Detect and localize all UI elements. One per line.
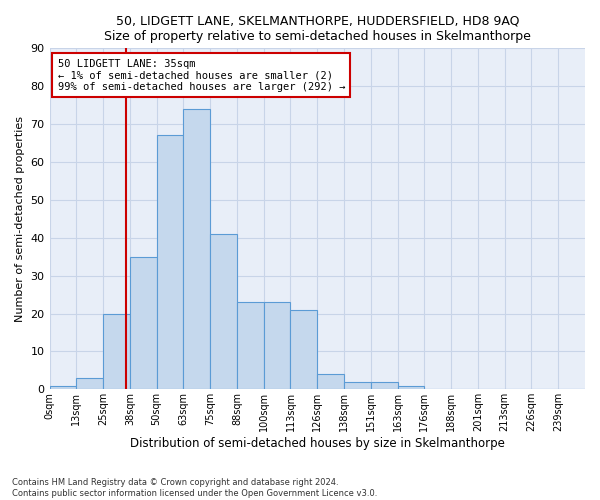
Bar: [237, 302, 264, 390]
Text: Contains HM Land Registry data © Crown copyright and database right 2024.
Contai: Contains HM Land Registry data © Crown c…: [12, 478, 377, 498]
Bar: [130, 256, 157, 390]
Bar: [371, 382, 398, 390]
Bar: [317, 374, 344, 390]
Bar: [103, 314, 130, 390]
Bar: [76, 378, 103, 390]
Bar: [184, 109, 210, 390]
Bar: [398, 386, 424, 390]
Bar: [344, 382, 371, 390]
Y-axis label: Number of semi-detached properties: Number of semi-detached properties: [15, 116, 25, 322]
Bar: [290, 310, 317, 390]
Title: 50, LIDGETT LANE, SKELMANTHORPE, HUDDERSFIELD, HD8 9AQ
Size of property relative: 50, LIDGETT LANE, SKELMANTHORPE, HUDDERS…: [104, 15, 531, 43]
Bar: [157, 136, 184, 390]
Bar: [50, 386, 76, 390]
X-axis label: Distribution of semi-detached houses by size in Skelmanthorpe: Distribution of semi-detached houses by …: [130, 437, 505, 450]
Bar: [264, 302, 290, 390]
Text: 50 LIDGETT LANE: 35sqm
← 1% of semi-detached houses are smaller (2)
99% of semi-: 50 LIDGETT LANE: 35sqm ← 1% of semi-deta…: [58, 58, 345, 92]
Bar: [210, 234, 237, 390]
